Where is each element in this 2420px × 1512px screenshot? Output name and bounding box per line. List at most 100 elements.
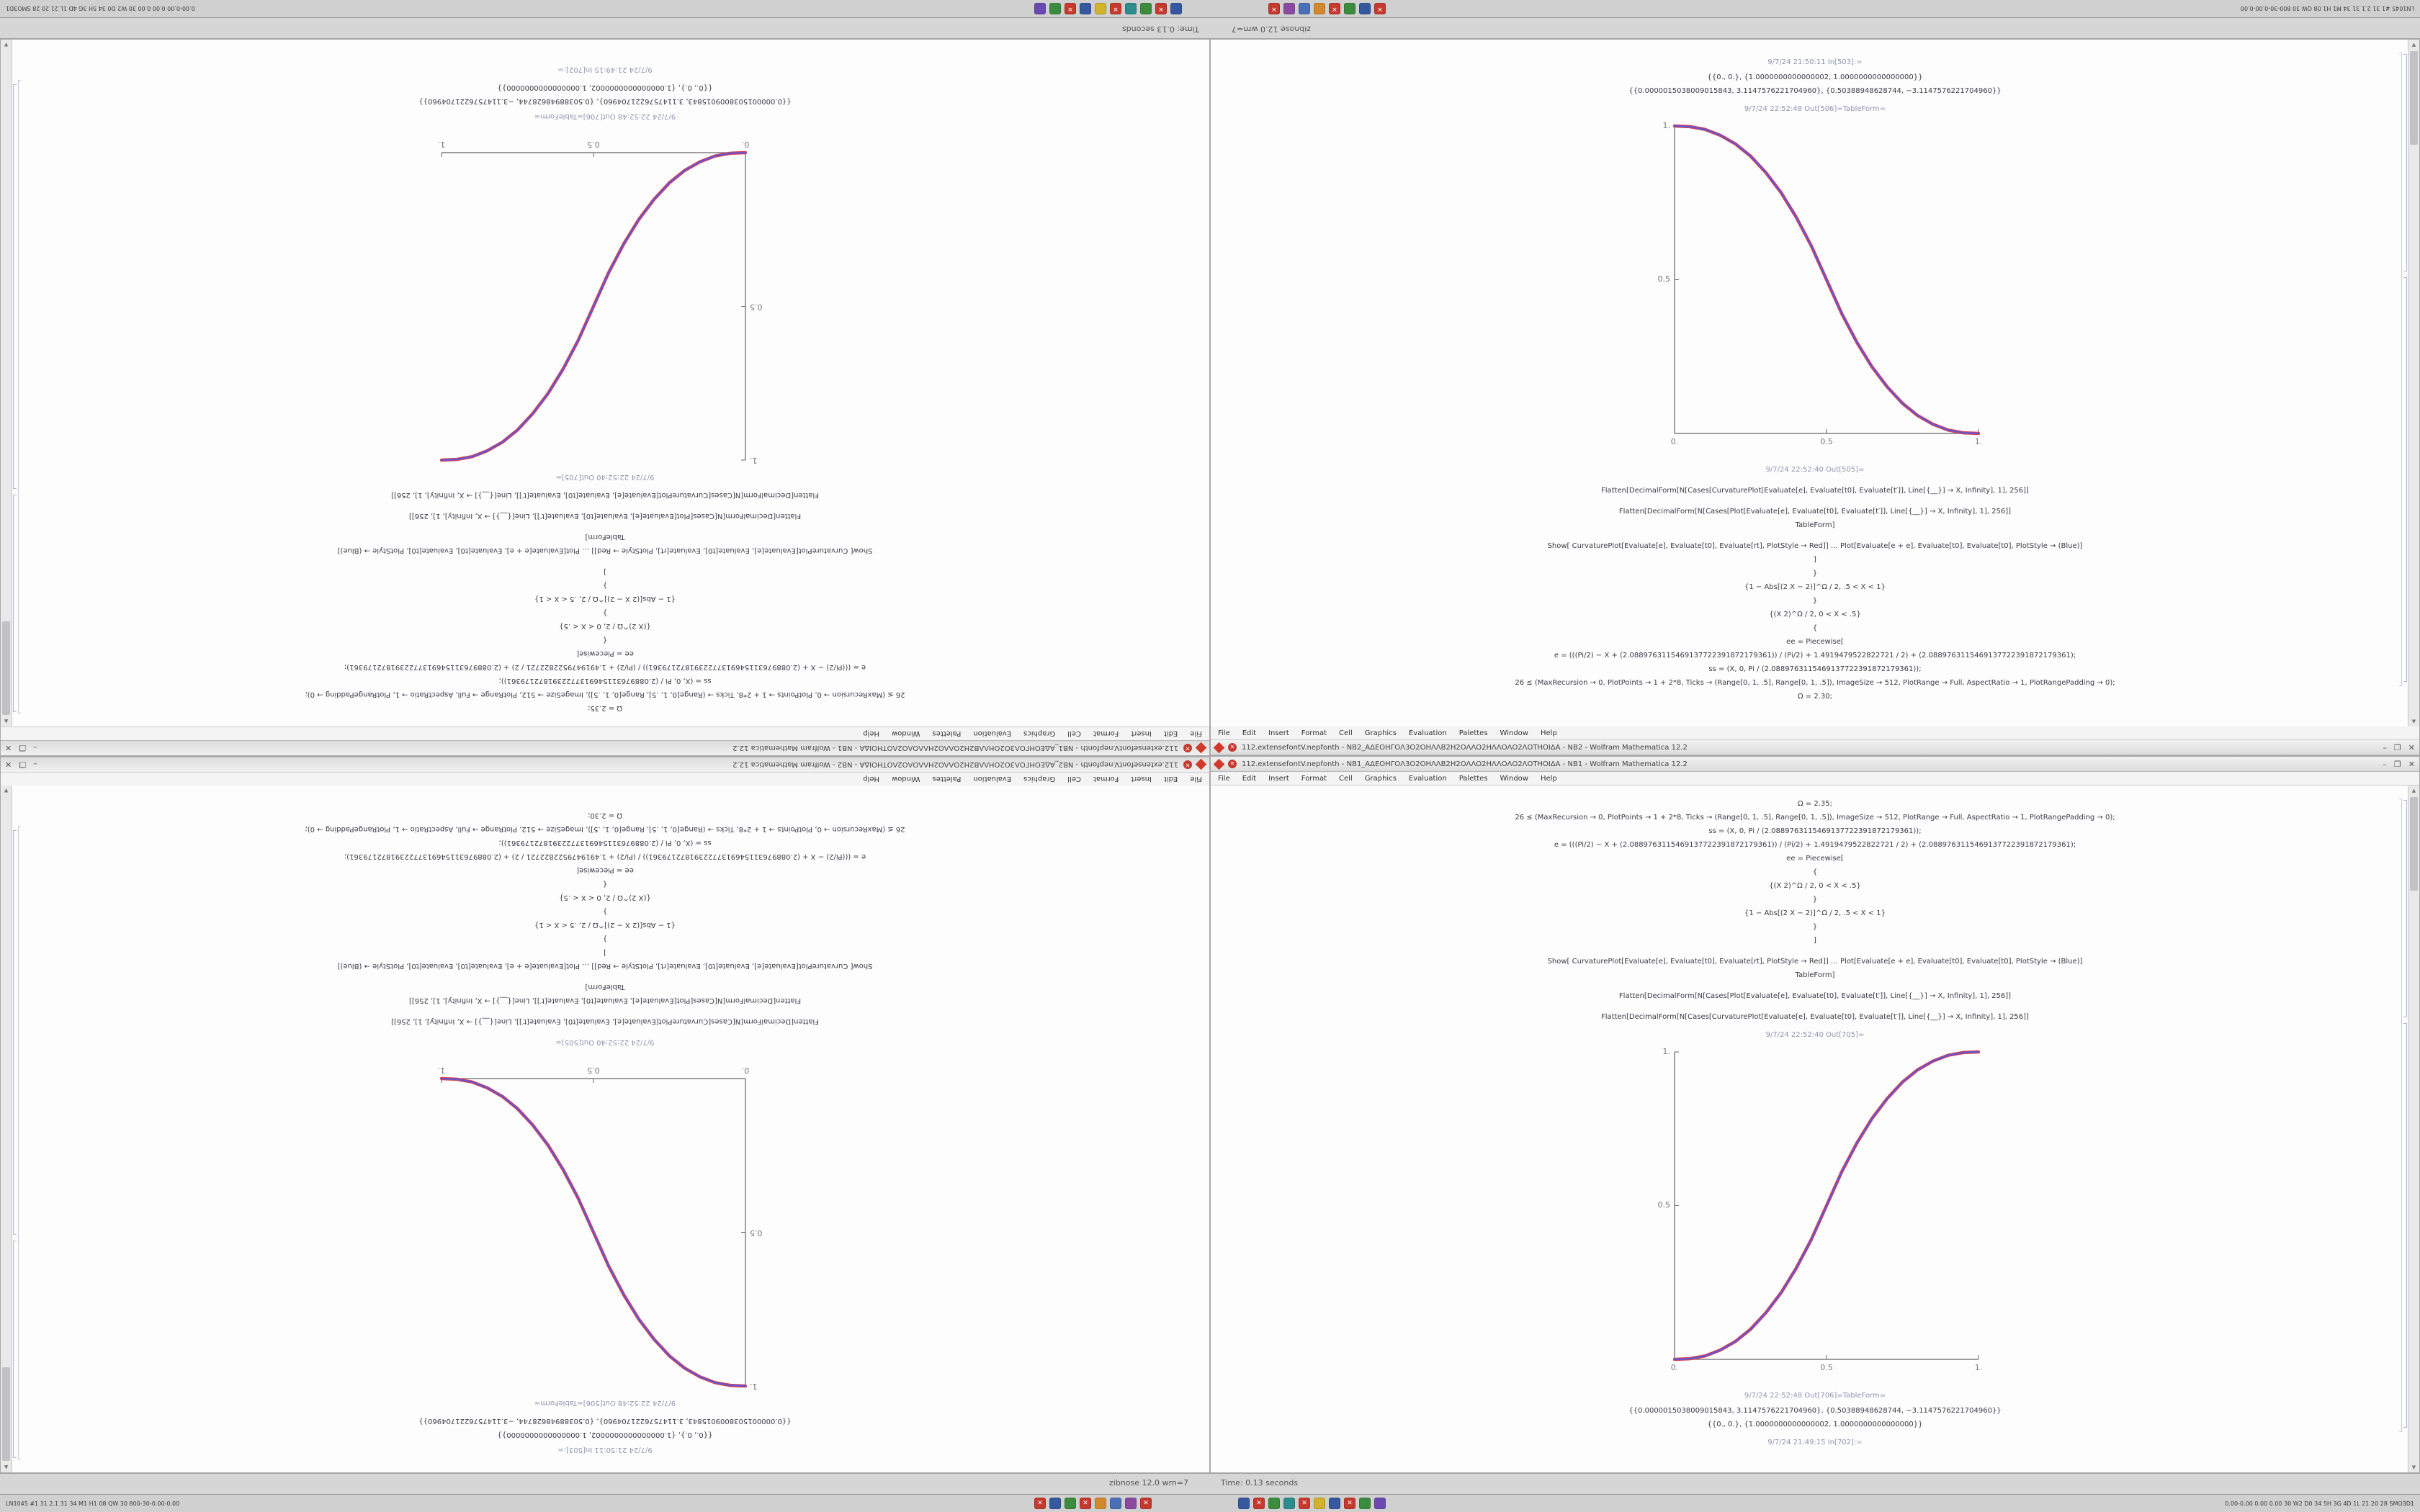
taskbar-app-icon[interactable]: ✕: [1065, 3, 1076, 14]
bracket-line[interactable]: }: [602, 608, 608, 616]
scroll-down-button[interactable]: ▼: [2411, 719, 2416, 724]
code-line[interactable]: {1 − Abs[(2 X − 2)]^Ω / 2, .5 < X < 1}: [1744, 909, 1886, 917]
menu-item-palettes[interactable]: Palettes: [1458, 774, 1488, 783]
code-line[interactable]: Flatten[DecimalForm[N[Cases[CurvaturePlo…: [391, 491, 819, 499]
menu-item-format[interactable]: Format: [1093, 775, 1119, 783]
code-line[interactable]: TableForm]: [1795, 521, 1835, 529]
menu-item-insert[interactable]: Insert: [1131, 775, 1152, 783]
taskbar-app-icon[interactable]: [1314, 1498, 1325, 1509]
menu-item-graphics[interactable]: Graphics: [1023, 775, 1056, 783]
code-line[interactable]: {1 − Abs[(2 X − 2)]^Ω / 2, .5 < X < 1}: [534, 921, 676, 929]
taskbar-app-icon[interactable]: [1095, 1498, 1106, 1509]
scroll-up-button[interactable]: ▲: [2411, 788, 2416, 793]
scroll-up-button[interactable]: ▲: [2411, 42, 2416, 48]
bracket-line[interactable]: {: [1812, 868, 1818, 876]
close-button[interactable]: ✕: [5, 760, 12, 770]
menu-item-help[interactable]: Help: [863, 729, 880, 738]
titlebar[interactable]: ✕ 112.extensefontV.nepfonth - NB2_AΔEOHΓ…: [1211, 740, 2419, 755]
code-line[interactable]: ss = (X, 0, Pi / (2.08897631154691377223…: [498, 677, 712, 685]
menu-item-window[interactable]: Window: [1500, 774, 1528, 783]
bracket-line[interactable]: {: [602, 880, 608, 888]
taskbar-app-icon[interactable]: [1034, 3, 1046, 14]
code-line[interactable]: {1 − Abs[(2 X − 2)]^Ω / 2, .5 < X < 1}: [534, 595, 676, 603]
taskbar-app-icon[interactable]: ✕: [1155, 3, 1167, 14]
code-line[interactable]: {(X 2)^Ω / 2, 0 < X < .5}: [1769, 882, 1861, 890]
code-line[interactable]: Flatten[DecimalForm[N[Cases[Plot[Evaluat…: [1618, 508, 2012, 516]
bracket-line[interactable]: {: [602, 636, 608, 644]
bracket-line[interactable]: }: [602, 907, 608, 915]
taskbar-app-icon[interactable]: ✕: [1344, 1498, 1355, 1509]
code-line[interactable]: Show[ CurvaturePlot[Evaluate[e], Evaluat…: [1547, 958, 2083, 966]
taskbar-app-icon[interactable]: [1065, 1498, 1076, 1509]
bracket-line[interactable]: ]: [604, 567, 606, 575]
scrollbar[interactable]: ▲ ▼: [1, 40, 12, 726]
taskbar-app-icon[interactable]: ✕: [1329, 3, 1340, 14]
code-line[interactable]: Flatten[DecimalForm[N[Cases[Plot[Evaluat…: [1618, 992, 2012, 1000]
scroll-thumb[interactable]: [2, 621, 10, 715]
code-line[interactable]: e = (((Pi/2) − X + (2.088976311546913772…: [1554, 652, 2076, 660]
bracket-line[interactable]: }: [1812, 923, 1818, 931]
titlebar[interactable]: ✕ 112.extensefontV.nepfonth - NB1_AΔEOHΓ…: [1211, 757, 2419, 772]
menu-item-palettes[interactable]: Palettes: [932, 775, 962, 783]
output-line[interactable]: {{0., 0.}, {1.0000000000000002, 1.000000…: [1707, 1421, 1923, 1428]
code-line[interactable]: TableForm]: [585, 983, 625, 991]
menu-item-file[interactable]: File: [1218, 774, 1230, 783]
taskbar-app-icon[interactable]: ✕: [1110, 3, 1121, 14]
taskbar-app-icon[interactable]: [1170, 3, 1182, 14]
menu-item-help[interactable]: Help: [863, 775, 880, 783]
taskbar-app-icon[interactable]: [1374, 1498, 1386, 1509]
menu-item-window[interactable]: Window: [892, 775, 920, 783]
code-line[interactable]: Flatten[DecimalForm[N[Cases[CurvaturePlo…: [391, 1017, 819, 1025]
close-button[interactable]: ✕: [2408, 759, 2415, 769]
menu-item-format[interactable]: Format: [1093, 729, 1119, 738]
bracket-line[interactable]: {: [1812, 624, 1818, 632]
taskbar-app-icon[interactable]: [1125, 1498, 1137, 1509]
taskbar-app-icon[interactable]: [1140, 3, 1152, 14]
maximize-button[interactable]: ❐: [19, 760, 27, 770]
taskbar-app-icon[interactable]: ✕: [1299, 1498, 1310, 1509]
taskbar-app-icon[interactable]: [1314, 3, 1325, 14]
code-line[interactable]: ss = (X, 0, Pi / (2.08897631154691377223…: [498, 839, 712, 847]
menu-item-palettes[interactable]: Palettes: [932, 729, 962, 738]
code-line[interactable]: Ω = 2.30;: [1797, 693, 1832, 701]
scroll-down-button[interactable]: ▼: [4, 42, 9, 48]
titlebar[interactable]: ✕ 112.extensefontV.nepfonth - NB1_AΔEOHΓ…: [1, 740, 1209, 755]
code-line[interactable]: Flatten[DecimalForm[N[Cases[CurvaturePlo…: [1601, 487, 2029, 495]
menu-item-file[interactable]: File: [1190, 729, 1202, 738]
code-line[interactable]: Flatten[DecimalForm[N[Cases[Plot[Evaluat…: [408, 512, 802, 520]
taskbar-app-icon[interactable]: [1344, 3, 1355, 14]
taskbar-app-icon[interactable]: ✕: [1253, 1498, 1265, 1509]
minimize-button[interactable]: –: [33, 760, 37, 770]
taskbar-app-icon[interactable]: [1283, 3, 1295, 14]
menu-item-insert[interactable]: Insert: [1131, 729, 1152, 738]
titlebar[interactable]: ✕ 112.extensefontV.nepfonth - NB2_AΔEOHΓ…: [1, 757, 1209, 772]
output-line[interactable]: {{0.0000015038009015843, 3.1147576221704…: [418, 1417, 792, 1425]
code-line[interactable]: {(X 2)^Ω / 2, 0 < X < .5}: [559, 894, 651, 901]
scroll-up-button[interactable]: ▲: [4, 719, 9, 724]
menu-item-graphics[interactable]: Graphics: [1023, 729, 1056, 738]
code-line[interactable]: Show[ CurvaturePlot[Evaluate[e], Evaluat…: [1547, 542, 2083, 550]
bracket-line[interactable]: }: [1812, 597, 1818, 605]
maximize-button[interactable]: ❐: [2393, 742, 2401, 752]
taskbar-app-icon[interactable]: [1110, 1498, 1121, 1509]
code-line[interactable]: {1 − Abs[(2 X − 2)]^Ω / 2, .5 < X < 1}: [1744, 583, 1886, 591]
scroll-thumb[interactable]: [2410, 51, 2418, 145]
menu-item-insert[interactable]: Insert: [1268, 729, 1289, 737]
scrollbar[interactable]: ▲ ▼: [2408, 786, 2419, 1472]
scrollbar[interactable]: ▲ ▼: [1, 786, 12, 1472]
scroll-thumb[interactable]: [2410, 797, 2418, 891]
code-line[interactable]: Ω = 2.35;: [588, 704, 623, 712]
menu-item-cell[interactable]: Cell: [1067, 775, 1081, 783]
menu-item-cell[interactable]: Cell: [1339, 729, 1353, 737]
menu-item-window[interactable]: Window: [892, 729, 920, 738]
output-line[interactable]: {{0., 0.}, {1.0000000000000002, 1.000000…: [1707, 73, 1923, 81]
maximize-button[interactable]: ❐: [19, 743, 27, 753]
menu-item-evaluation[interactable]: Evaluation: [973, 775, 1012, 783]
code-line[interactable]: Ω = 2.35;: [1797, 800, 1832, 808]
code-line[interactable]: TableForm]: [1795, 971, 1835, 979]
taskbar-app-icon[interactable]: [1299, 3, 1310, 14]
menu-item-window[interactable]: Window: [1500, 729, 1528, 737]
taskbar-app-icon[interactable]: ✕: [1080, 1498, 1091, 1509]
code-line[interactable]: 26 ≤ (MaxRecursion → 0, PlotPoints → 1 +…: [305, 690, 905, 698]
bracket-line[interactable]: }: [602, 935, 608, 942]
